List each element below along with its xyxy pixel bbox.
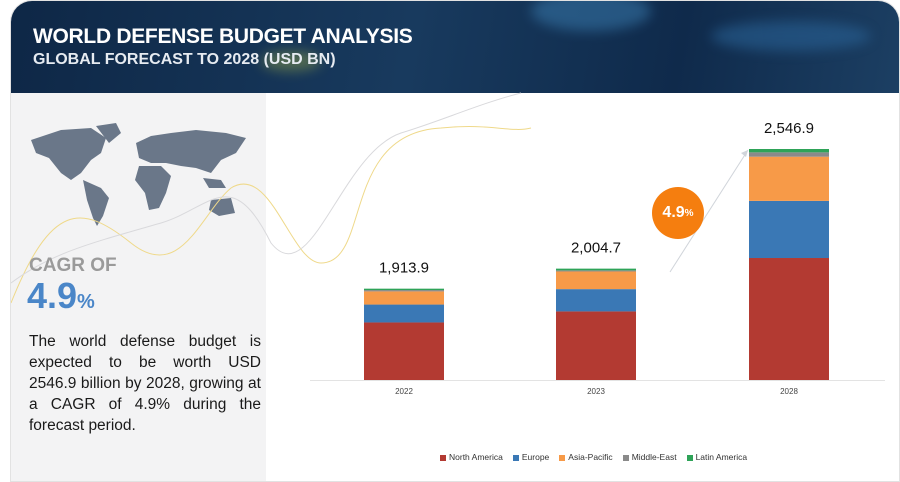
legend-label: Middle-East (631, 452, 677, 462)
bar-segment-middle-east-2028 (749, 152, 829, 157)
growth-arrow-head (741, 150, 748, 157)
cagr-growth-bubble: 4.9% (652, 187, 704, 239)
bar-segment-latin-america-2022 (364, 288, 444, 291)
page-title: WORLD DEFENSE BUDGET ANALYSIS (33, 25, 413, 48)
summary-description: The world defense budget is expected to … (29, 333, 261, 434)
legend-label: Asia-Pacific (568, 452, 613, 462)
bar-segment-asia-pacific-2023 (556, 271, 636, 290)
legend-swatch (622, 454, 629, 461)
header-banner: WORLD DEFENSE BUDGET ANALYSIS GLOBAL FOR… (11, 1, 899, 93)
bar-segment-latin-america-2023 (556, 268, 636, 271)
bar-segment-middle-east-2023 (556, 270, 636, 272)
legend-item: Asia-Pacific (559, 452, 613, 462)
cagr-value: 4.9% (27, 275, 95, 317)
legend-item: North America (440, 452, 503, 462)
legend-item: Europe (512, 452, 550, 462)
legend-item: Middle-East (622, 452, 677, 462)
page-subtitle: GLOBAL FORECAST TO 2028 (USD BN) (33, 51, 336, 68)
legend-item: Latin America (686, 452, 748, 462)
chart-legend: North America Europe Asia-Pacific Middle-Ea… (440, 452, 747, 462)
legend-swatch (512, 454, 519, 461)
x-tick-label-2023: 2023 (587, 387, 605, 396)
bar-segment-asia-pacific-2028 (749, 156, 829, 201)
decorative-wave-lines (11, 92, 532, 304)
bar-segment-asia-pacific-2022 (364, 291, 444, 305)
total-label-2023: 2,004.7 (571, 240, 621, 257)
legend-label: North America (449, 452, 503, 462)
world-map-icon (31, 123, 246, 226)
bar-segment-europe-2022 (364, 304, 444, 323)
bar-segment-north-america-2023 (556, 311, 636, 380)
bar-segment-north-america-2022 (364, 322, 444, 380)
legend-label: Europe (521, 452, 550, 462)
x-tick-label-2028: 2028 (780, 387, 798, 396)
cagr-unit: % (77, 291, 95, 313)
growth-arrow-line (669, 149, 749, 273)
legend-label: Latin America (695, 452, 748, 462)
bubble-unit: % (684, 207, 694, 219)
total-label-2022: 1,913.9 (379, 260, 429, 277)
x-tick-label-2022: 2022 (395, 387, 413, 396)
bubble-value: 4.9 (662, 204, 685, 221)
cagr-number: 4.9 (27, 275, 78, 316)
legend-swatch (686, 454, 693, 461)
bar-segment-middle-east-2022 (364, 290, 444, 292)
summary-panel: CAGR OF 4.9% The world defense budget is… (11, 92, 532, 481)
legend-swatch (440, 454, 446, 461)
bar-segment-europe-2028 (749, 200, 829, 259)
bar-segment-north-america-2028 (749, 258, 829, 380)
legend-swatch (559, 454, 566, 461)
total-label-2028: 2,546.9 (764, 120, 814, 137)
bar-segment-latin-america-2028 (749, 149, 829, 153)
bar-segment-europe-2023 (556, 289, 636, 312)
stacked-bar-chart: 1,913.9 2022 2,004.7 2023 2,546.9 2028 (310, 120, 885, 396)
cagr-label: CAGR OF (29, 255, 117, 276)
